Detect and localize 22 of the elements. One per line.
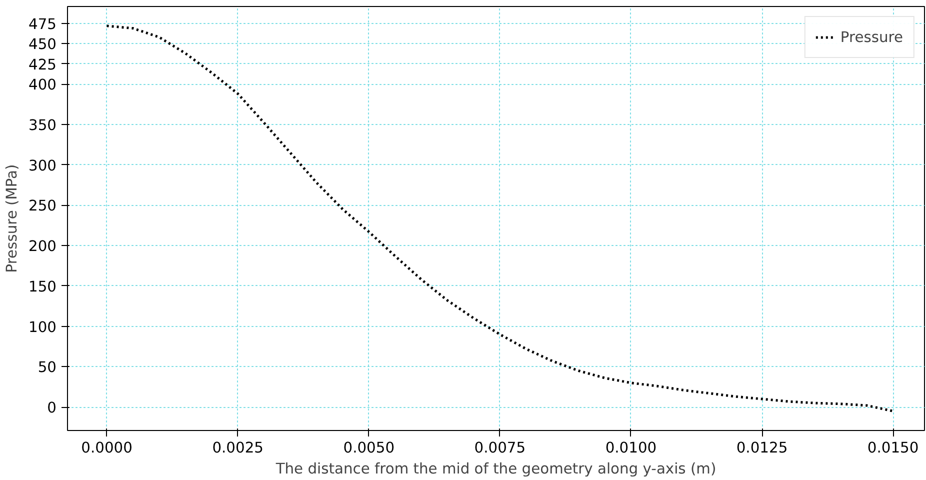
x-tick-label: 0.0125 [736,440,788,456]
y-tick-label: 300 [28,157,57,174]
y-tick-label: 0 [47,400,57,417]
y-tick-label: 150 [28,278,57,296]
x-tick-label: 0.0150 [867,440,919,456]
y-tick-label: 200 [28,238,57,256]
y-tick-label: 50 [38,359,57,376]
y-tick-label: 425 [28,56,57,74]
legend-label: Pressure [840,28,903,46]
x-tick-label: 0.0025 [212,440,264,456]
y-tick-label: 475 [28,16,57,33]
y-axis-title: Pressure (MPa) [4,164,21,273]
x-tick-label: 0.0100 [605,440,657,456]
y-tick-label: 400 [28,76,57,94]
x-axis-title: The distance from the mid of the geometry along y-axis (m) [274,460,716,478]
y-tick-label: 250 [28,198,57,215]
x-tick-label: 0.0075 [474,440,526,456]
x-tick-label: 0.0050 [343,440,395,456]
x-tick-label: 0.0000 [81,440,132,456]
y-tick-label: 350 [28,116,57,134]
y-tick-label: 450 [28,36,57,54]
y-tick-label: 100 [28,318,57,336]
